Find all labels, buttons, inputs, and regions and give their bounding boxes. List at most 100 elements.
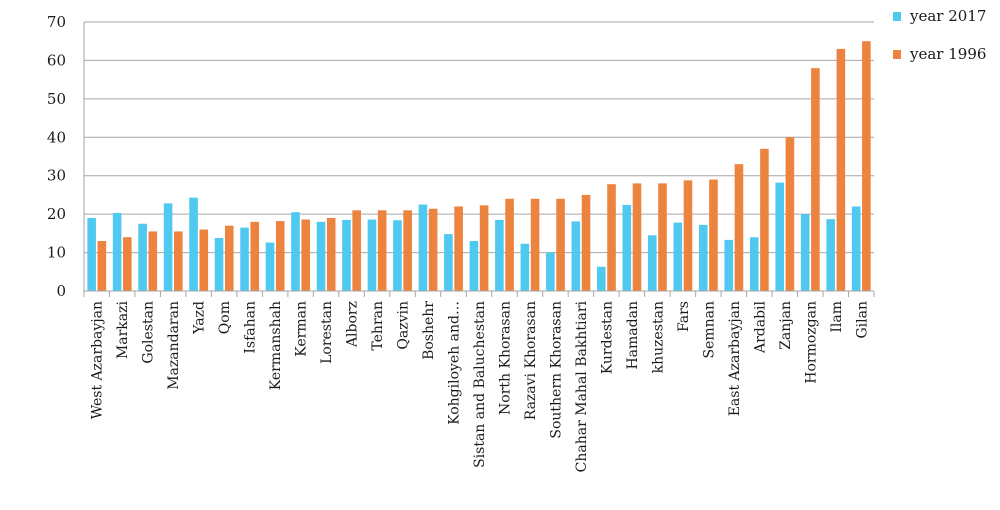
bar-year-1996 [709, 179, 718, 291]
bar-year-1996 [811, 68, 820, 291]
legend-swatch [893, 12, 901, 21]
bar-year-2017 [163, 203, 173, 291]
bar-year-1996 [326, 217, 336, 291]
x-category-label: Kurdestan [599, 301, 615, 374]
x-category-label: Sistan and Baluchestan [472, 301, 488, 468]
x-category-label: Boshehr [421, 301, 437, 360]
gridlines [84, 21, 874, 254]
legend-label: year 2017 [909, 7, 986, 25]
bar-year-1996 [301, 219, 311, 291]
bar-year-2017 [673, 222, 683, 291]
y-tick-label: 40 [47, 128, 66, 146]
x-category-labels: West Azarbayjan Markazi Golestan Mazandaran… [90, 300, 871, 472]
bar-year-2017 [800, 214, 810, 291]
bar-year-2017 [393, 220, 402, 291]
bar-year-2017 [724, 239, 734, 291]
bar-year-2017 [138, 223, 147, 291]
bar-year-2017 [495, 219, 504, 291]
bar-year-2017 [546, 252, 555, 291]
x-category-label: Golestan [141, 301, 157, 364]
y-tick-label: 50 [47, 90, 66, 108]
bar-year-1996 [505, 198, 514, 291]
bar-year-1996 [836, 48, 846, 292]
y-tick-label: 70 [47, 13, 66, 31]
bar-year-2017 [826, 219, 835, 291]
bar-year-2017 [571, 221, 581, 291]
x-category-label: Kohgiloyeh and… [447, 301, 463, 425]
bar-year-1996 [148, 231, 158, 291]
bar-year-1996 [97, 241, 107, 291]
x-category-label: Ardabil [752, 300, 768, 354]
x-category-label: Kerman [294, 301, 310, 357]
bar-year-1996 [275, 221, 285, 291]
bar-year-2017 [189, 197, 198, 291]
bar-year-2017 [647, 235, 657, 291]
x-category-label: Hamadan [625, 301, 641, 370]
bar-year-2017 [622, 204, 632, 291]
x-category-label: khuzestan [650, 301, 666, 373]
bar-year-2017 [698, 224, 708, 291]
bar-year-2017 [291, 212, 300, 291]
x-category-label: Chahar Mahal Bakhtiari [574, 300, 590, 472]
bar-year-2017 [520, 243, 530, 291]
bar-year-2017 [418, 204, 428, 291]
bar-year-1996 [250, 221, 260, 291]
bar-year-2017 [851, 206, 861, 291]
x-category-label: Qazvin [396, 301, 412, 350]
bar-year-1996 [403, 210, 412, 291]
x-category-label: Fars [676, 301, 692, 332]
bar-year-2017 [316, 221, 326, 291]
bar-year-2017 [265, 242, 275, 291]
bars [87, 41, 871, 292]
x-category-label: Hormozgan [803, 301, 819, 384]
bar-year-1996 [199, 229, 209, 291]
bar-year-1996 [454, 206, 463, 291]
bar-year-2017 [342, 219, 351, 291]
bar-year-2017 [112, 212, 122, 291]
x-category-label: Tehran [370, 301, 386, 351]
bar-year-1996 [632, 183, 642, 291]
bar-year-2017 [749, 237, 759, 291]
x-category-label: Yazd [192, 301, 208, 335]
axes [83, 22, 875, 297]
bar-year-1996 [658, 183, 667, 291]
bar-year-1996 [556, 198, 565, 291]
legend-label: year 1996 [909, 45, 986, 63]
x-category-label: Gilan [854, 301, 870, 339]
x-category-label: Qom [217, 301, 233, 334]
bar-year-1996 [862, 41, 871, 291]
y-tick-label: 10 [47, 244, 66, 262]
bar-year-1996 [530, 198, 540, 291]
bar-year-2017 [444, 234, 453, 291]
x-category-label: Kermanshah [268, 301, 284, 390]
legend-swatch [893, 50, 901, 59]
x-category-label: Mazandaran [166, 301, 182, 390]
bar-year-1996 [224, 225, 234, 291]
bar-year-1996 [123, 237, 132, 291]
y-tick-labels: 0 10 20 30 40 50 60 70 [47, 13, 66, 300]
y-tick-label: 0 [56, 282, 66, 300]
bar-year-2017 [469, 241, 479, 291]
x-category-label: Ilam [829, 301, 845, 333]
x-category-label: Semnan [701, 301, 717, 359]
x-category-label: Alborz [345, 301, 361, 348]
bar-year-2017 [597, 266, 606, 291]
y-tick-label: 30 [47, 167, 66, 185]
bar-year-1996 [428, 208, 438, 291]
x-category-label: Zanjan [778, 301, 794, 350]
bar-year-2017 [775, 182, 785, 291]
x-category-label: West Azarbayjan [90, 301, 106, 419]
x-category-label: Razavi Khorasan [523, 301, 539, 420]
bar-year-1996 [760, 148, 769, 291]
bar-year-1996 [683, 180, 693, 291]
x-category-label: East Azarbayjan [727, 301, 743, 416]
bar-year-1996 [377, 210, 387, 291]
bar-year-2017 [367, 219, 377, 291]
bar-year-1996 [479, 205, 489, 291]
bar-year-2017 [214, 237, 224, 291]
x-category-label: Isfahan [243, 301, 259, 354]
y-tick-label: 20 [47, 205, 66, 223]
bar-year-1996 [352, 210, 361, 291]
